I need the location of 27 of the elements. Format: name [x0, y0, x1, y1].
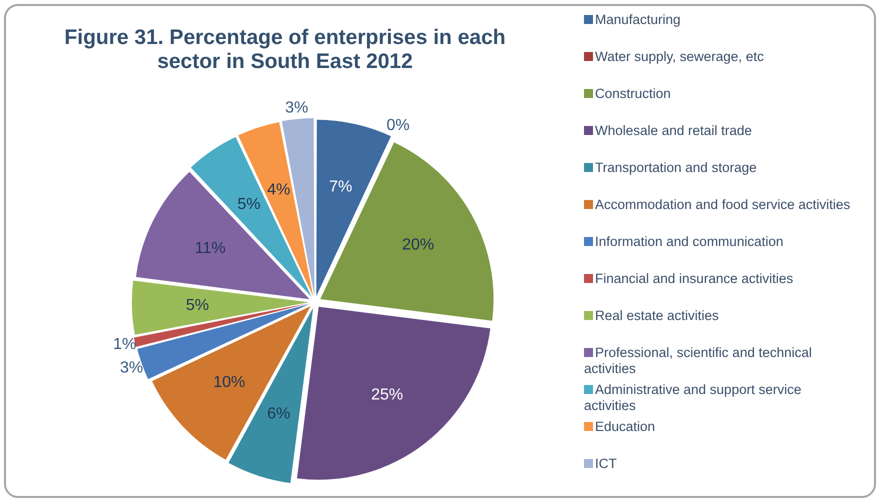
- data-label: 1%: [113, 336, 136, 353]
- data-label: 3%: [285, 99, 308, 116]
- data-label: 7%: [329, 178, 352, 196]
- legend-label: Wholesale and retail trade: [594, 123, 753, 139]
- legend-label: Administrative and support service activities: [584, 382, 802, 414]
- data-label: 4%: [267, 182, 290, 199]
- text: 0%: [386, 116, 410, 134]
- data-label: 11%: [194, 240, 226, 257]
- data-label: 5%: [186, 297, 209, 314]
- data-label: 10%: [213, 374, 246, 391]
- data-label: 5%: [237, 196, 260, 214]
- legend-label: Accommodation and food service activities: [594, 197, 852, 213]
- legend-label: Construction: [594, 86, 672, 102]
- legend-label: Financial and insurance activities: [594, 271, 794, 287]
- text: Figure 31. Percentage of enterprises in each sector in South East 2012: [63, 26, 507, 74]
- data-label: 6%: [267, 405, 290, 422]
- legend-label: Water supply, sewerage, etc: [594, 49, 765, 65]
- legend-label: Real estate activities: [594, 308, 720, 324]
- data-label: 25%: [371, 386, 404, 404]
- data-label: 20%: [402, 236, 434, 254]
- legend-label: Education: [594, 419, 656, 435]
- legend-label: ICT: [594, 456, 618, 472]
- data-label: 3%: [120, 359, 144, 376]
- legend-label: Professional, scientific and technical activities: [584, 345, 813, 377]
- legend-label: Transportation and storage: [594, 160, 758, 176]
- legend-label: Manufacturing: [594, 12, 682, 28]
- legend-label: Information and communication: [594, 234, 784, 250]
